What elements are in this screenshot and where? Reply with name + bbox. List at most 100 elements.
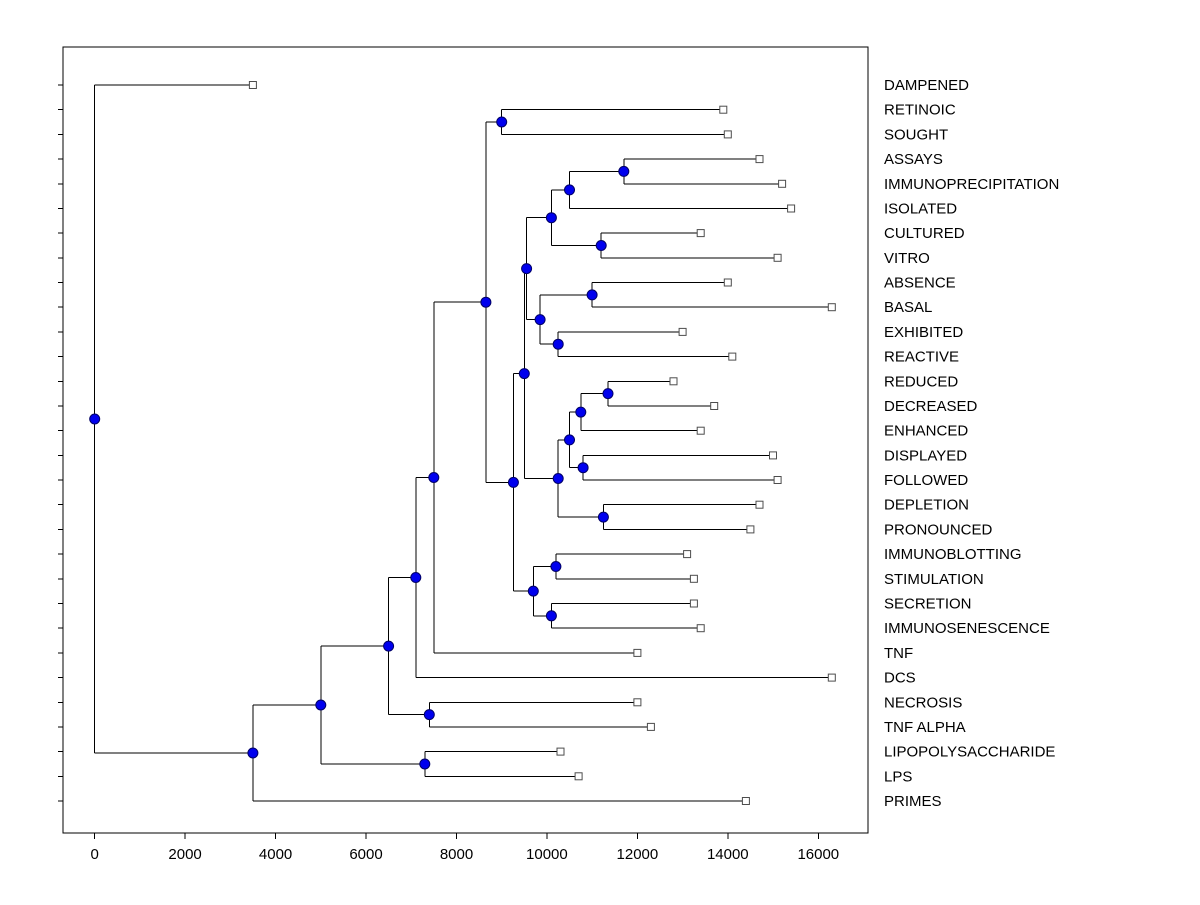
internal-node-marker xyxy=(552,473,564,484)
internal-node-marker xyxy=(597,511,609,523)
leaf-marker xyxy=(689,574,698,583)
internal-node-marker xyxy=(518,368,530,380)
leaf-label: VITRO xyxy=(884,250,930,267)
internal-node-marker xyxy=(586,289,598,301)
leaf-label: DECREASED xyxy=(884,398,978,415)
leaf-label: ASSAYS xyxy=(884,151,943,168)
internal-node-marker xyxy=(496,116,508,128)
leaf-marker xyxy=(696,624,705,633)
leaf-marker xyxy=(683,550,692,559)
x-tick-label: 12000 xyxy=(617,846,659,863)
leaf-label: TNF xyxy=(884,645,913,662)
leaf-marker xyxy=(741,797,750,805)
leaf-label: CULTURED xyxy=(884,225,965,242)
leaf-label: SOUGHT xyxy=(884,126,948,143)
x-tick-label: 8000 xyxy=(440,846,473,863)
leaf-label: IMMUNOBLOTTING xyxy=(884,546,1022,563)
internal-node-marker xyxy=(521,263,533,275)
internal-node-marker xyxy=(602,388,614,400)
leaf-label: PRONOUNCED xyxy=(884,521,993,538)
leaf-marker xyxy=(773,253,782,262)
leaf-label: IMMUNOSENESCENCE xyxy=(884,620,1050,637)
leaf-marker xyxy=(689,599,698,608)
leaf-marker xyxy=(633,648,642,657)
axis-box xyxy=(62,46,869,834)
internal-node-marker xyxy=(575,406,587,418)
leaf-label: TNF ALPHA xyxy=(884,719,966,736)
leaf-marker xyxy=(827,303,836,312)
leaf-label: NECROSIS xyxy=(884,694,962,711)
leaf-marker xyxy=(787,204,796,213)
internal-node-marker xyxy=(545,610,557,622)
internal-node-marker xyxy=(552,338,564,350)
leaf-marker xyxy=(728,352,737,361)
leaf-marker xyxy=(669,377,678,386)
leaf-marker xyxy=(755,500,764,509)
leaf-marker xyxy=(646,722,655,731)
leaf-label: FOLLOWED xyxy=(884,472,968,489)
x-tick-label: 16000 xyxy=(797,846,839,863)
leaf-marker xyxy=(696,426,705,435)
leaf-marker xyxy=(574,772,583,781)
leaf-marker xyxy=(827,673,836,682)
internal-node-marker xyxy=(247,747,259,759)
leaf-marker xyxy=(778,179,787,188)
leaf-label: RETINOIC xyxy=(884,102,956,119)
leaf-marker xyxy=(696,229,705,238)
leaf-label: REDUCED xyxy=(884,373,958,390)
leaf-label: DCS xyxy=(884,670,916,687)
internal-node-marker xyxy=(410,572,422,583)
internal-node-marker xyxy=(507,476,519,488)
leaf-marker xyxy=(719,105,728,114)
leaf-label: ENHANCED xyxy=(884,423,968,440)
internal-node-marker xyxy=(550,561,562,572)
leaf-label: SECRETION xyxy=(884,596,972,613)
internal-node-marker xyxy=(480,296,492,308)
leaf-label: BASAL xyxy=(884,299,932,316)
leaf-marker xyxy=(248,81,257,89)
internal-node-marker xyxy=(545,212,557,224)
leaf-label: ISOLATED xyxy=(884,201,957,218)
internal-node-marker xyxy=(315,699,327,711)
leaf-marker xyxy=(746,525,755,534)
internal-node-marker xyxy=(618,165,630,177)
leaf-label: EXHIBITED xyxy=(884,324,963,341)
x-tick-label: 0 xyxy=(91,846,99,863)
leaf-marker xyxy=(769,451,777,460)
x-tick-label: 10000 xyxy=(526,846,568,863)
x-tick-label: 4000 xyxy=(259,846,292,863)
internal-node-marker xyxy=(419,758,431,770)
leaf-label: DISPLAYED xyxy=(884,447,967,464)
leaf-label: DEPLETION xyxy=(884,497,969,514)
leaf-label: LIPOPOLYSACCHARIDE xyxy=(884,744,1055,761)
leaf-label: DAMPENED xyxy=(884,77,969,94)
internal-node-marker xyxy=(595,240,607,251)
internal-node-marker xyxy=(527,585,539,597)
internal-node-marker xyxy=(428,472,440,483)
leaf-label: STIMULATION xyxy=(884,571,984,588)
internal-node-marker xyxy=(577,462,589,474)
internal-node-marker xyxy=(564,434,575,446)
internal-node-marker xyxy=(534,314,546,326)
internal-node-marker xyxy=(423,709,435,721)
leaf-marker xyxy=(755,155,764,164)
x-tick-label: 14000 xyxy=(707,846,749,863)
x-tick-label: 2000 xyxy=(168,846,201,863)
internal-node-marker xyxy=(383,640,395,652)
leaf-label: LPS xyxy=(884,768,912,785)
leaf-marker xyxy=(678,327,687,336)
internal-node-marker xyxy=(89,413,101,425)
internal-node-marker xyxy=(564,184,575,196)
x-tick-label: 6000 xyxy=(349,846,382,863)
leaf-marker xyxy=(556,747,565,756)
leaf-marker xyxy=(773,476,782,484)
leaf-label: IMMUNOPRECIPITATION xyxy=(884,176,1059,193)
leaf-marker xyxy=(723,278,732,287)
leaf-marker xyxy=(633,698,642,707)
leaf-label: PRIMES xyxy=(884,793,942,810)
leaf-label: ABSENCE xyxy=(884,275,956,292)
leaf-marker xyxy=(723,130,732,139)
leaf-label: REACTIVE xyxy=(884,349,959,366)
